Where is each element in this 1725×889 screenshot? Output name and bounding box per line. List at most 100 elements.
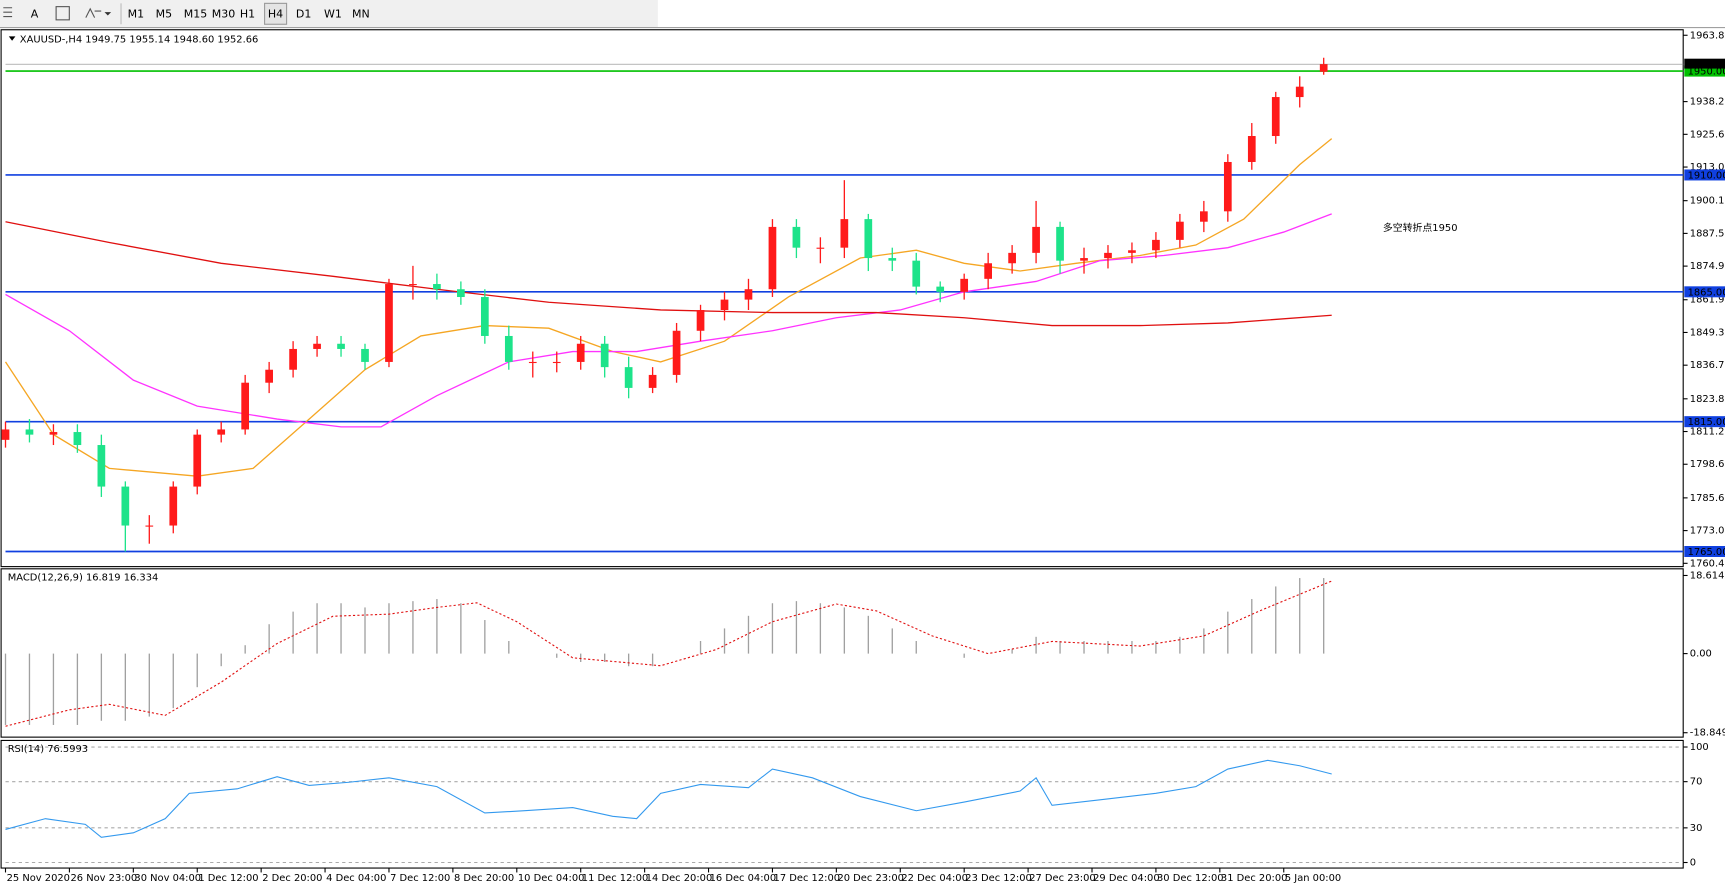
- timeframe-button[interactable]: H4: [264, 2, 288, 25]
- macd-bar: [412, 601, 414, 654]
- candle-body: [480, 297, 489, 336]
- macd-bar: [1131, 641, 1133, 654]
- candle-body: [576, 343, 585, 362]
- candle-body: [25, 429, 34, 435]
- candle-body: [1200, 211, 1208, 222]
- level-label: 1950.00: [1688, 67, 1725, 78]
- timeframe-button[interactable]: M1: [128, 7, 144, 20]
- candle-body: [1295, 86, 1304, 98]
- candle-body: [552, 361, 561, 364]
- tool-button[interactable]: A: [31, 7, 39, 20]
- x-tick-label: 29 Dec 04:00: [1093, 873, 1160, 884]
- y-tick-label: 1900.10: [1690, 196, 1725, 207]
- timeframe-label[interactable]: M30: [212, 7, 236, 20]
- candle-body: [600, 343, 609, 368]
- timeframe-button[interactable]: H1: [240, 7, 255, 20]
- level-label: 1865.00: [1688, 287, 1725, 298]
- macd-bar: [484, 620, 486, 654]
- candle-body: [289, 348, 297, 370]
- macd-bar: [627, 653, 630, 667]
- y-tick-label: 1849.35: [1690, 327, 1725, 338]
- candle-body: [984, 263, 993, 279]
- x-tick-label: 4 Dec 04:00: [326, 873, 386, 884]
- macd-bar: [963, 653, 965, 658]
- candle-body: [409, 284, 417, 286]
- candle-body: [1104, 252, 1112, 259]
- panel: 18.614 0.00 -18.849 MACD(12,26,9) 16.819 16…: [0, 568, 1725, 739]
- candle-body: [385, 284, 393, 362]
- icon-text-label[interactable]: [55, 6, 70, 21]
- icon-shapes[interactable]: [85, 7, 102, 18]
- x-tick-label: 27 Dec 23:00: [1029, 873, 1096, 884]
- candle-body: [1080, 258, 1088, 261]
- candle-body: [193, 434, 202, 487]
- icon-lines[interactable]: [3, 7, 13, 18]
- timeframe-label[interactable]: D1: [296, 7, 311, 20]
- timeframe-label[interactable]: M1: [128, 7, 144, 20]
- timeframe-button[interactable]: W1: [324, 7, 342, 20]
- panel-title: XAUUSD-,H4 1949.75 1955.14 1948.60 1952.…: [20, 35, 259, 46]
- level-label: 1815.00: [1688, 417, 1725, 428]
- macd-bar: [364, 607, 366, 654]
- panel-frame: [0, 739, 1684, 869]
- macd-bar: [867, 615, 869, 654]
- candle-body: [73, 432, 82, 446]
- y-tick-label: 1887.50: [1690, 228, 1725, 239]
- candle-body: [1271, 97, 1280, 137]
- macd-bar: [1083, 641, 1085, 654]
- candle-body: [1247, 136, 1256, 162]
- timeframe-label[interactable]: MN: [352, 7, 370, 20]
- timeframe-label[interactable]: H4: [268, 7, 283, 20]
- tool-icons[interactable]: [3, 6, 112, 21]
- panel: 100 70 30 0 RSI(14) 76.5993 25 Nov 2020 26 Nov…: [0, 739, 1709, 884]
- candle-body: [912, 260, 921, 287]
- candle-body: [672, 330, 681, 375]
- icon-dropdown[interactable]: [104, 12, 112, 16]
- candle-body: [241, 382, 250, 430]
- y-tick-label: 1760.45: [1690, 558, 1725, 569]
- candle-body: [433, 284, 441, 290]
- y-tick-label: 1798.60: [1690, 459, 1725, 470]
- timeframe-label[interactable]: W1: [324, 7, 342, 20]
- timeframe-button[interactable]: M15: [184, 7, 208, 20]
- timeframe-button[interactable]: M30: [212, 7, 236, 20]
- candle-body: [888, 258, 897, 261]
- timeframe-label[interactable]: M15: [184, 7, 208, 20]
- timeframe-label[interactable]: M5: [156, 7, 173, 20]
- macd-bar: [1059, 641, 1061, 654]
- candle-body: [624, 367, 633, 388]
- macd-bar: [220, 653, 222, 667]
- x-tick-label: 25 Nov 2020: [7, 873, 70, 884]
- macd-bar: [1179, 636, 1181, 654]
- macd-bar: [580, 653, 582, 662]
- macd-bar: [1107, 641, 1109, 654]
- y-tick-label: 1913.05: [1690, 162, 1725, 173]
- y-tick-label: 0: [1690, 858, 1696, 869]
- y-tick-label: 0.00: [1690, 649, 1712, 660]
- macd-bar: [604, 653, 606, 662]
- candle-body: [1128, 250, 1136, 253]
- level-label: 1765.00: [1688, 547, 1725, 558]
- candle-body: [217, 429, 226, 435]
- timeframe-active-bg[interactable]: [264, 2, 288, 25]
- macd-bar: [819, 603, 822, 654]
- macd-bar: [1203, 628, 1205, 654]
- x-tick-label: 10 Dec 04:00: [518, 873, 585, 884]
- timeframe-label[interactable]: H1: [240, 7, 255, 20]
- y-tick-label: 1773.05: [1690, 526, 1725, 537]
- toolbar: A M1 M5 M15 M30 H1 H4 D1 W1 MN: [0, 0, 1725, 29]
- macd-bar: [172, 653, 174, 709]
- x-tick-label: 22 Dec 04:00: [901, 873, 968, 884]
- candle-body: [720, 299, 729, 310]
- candle-body: [265, 369, 273, 383]
- candle-body: [1319, 64, 1328, 72]
- x-tick-label: 14 Dec 20:00: [646, 873, 713, 884]
- candle-body: [528, 361, 537, 364]
- x-tick-label: 26 Nov 23:00: [71, 873, 138, 884]
- timeframe-button[interactable]: M5: [156, 7, 173, 20]
- macd-bar: [1251, 599, 1253, 654]
- timeframe-button[interactable]: D1: [296, 7, 311, 20]
- timeframe-button[interactable]: MN: [352, 7, 370, 20]
